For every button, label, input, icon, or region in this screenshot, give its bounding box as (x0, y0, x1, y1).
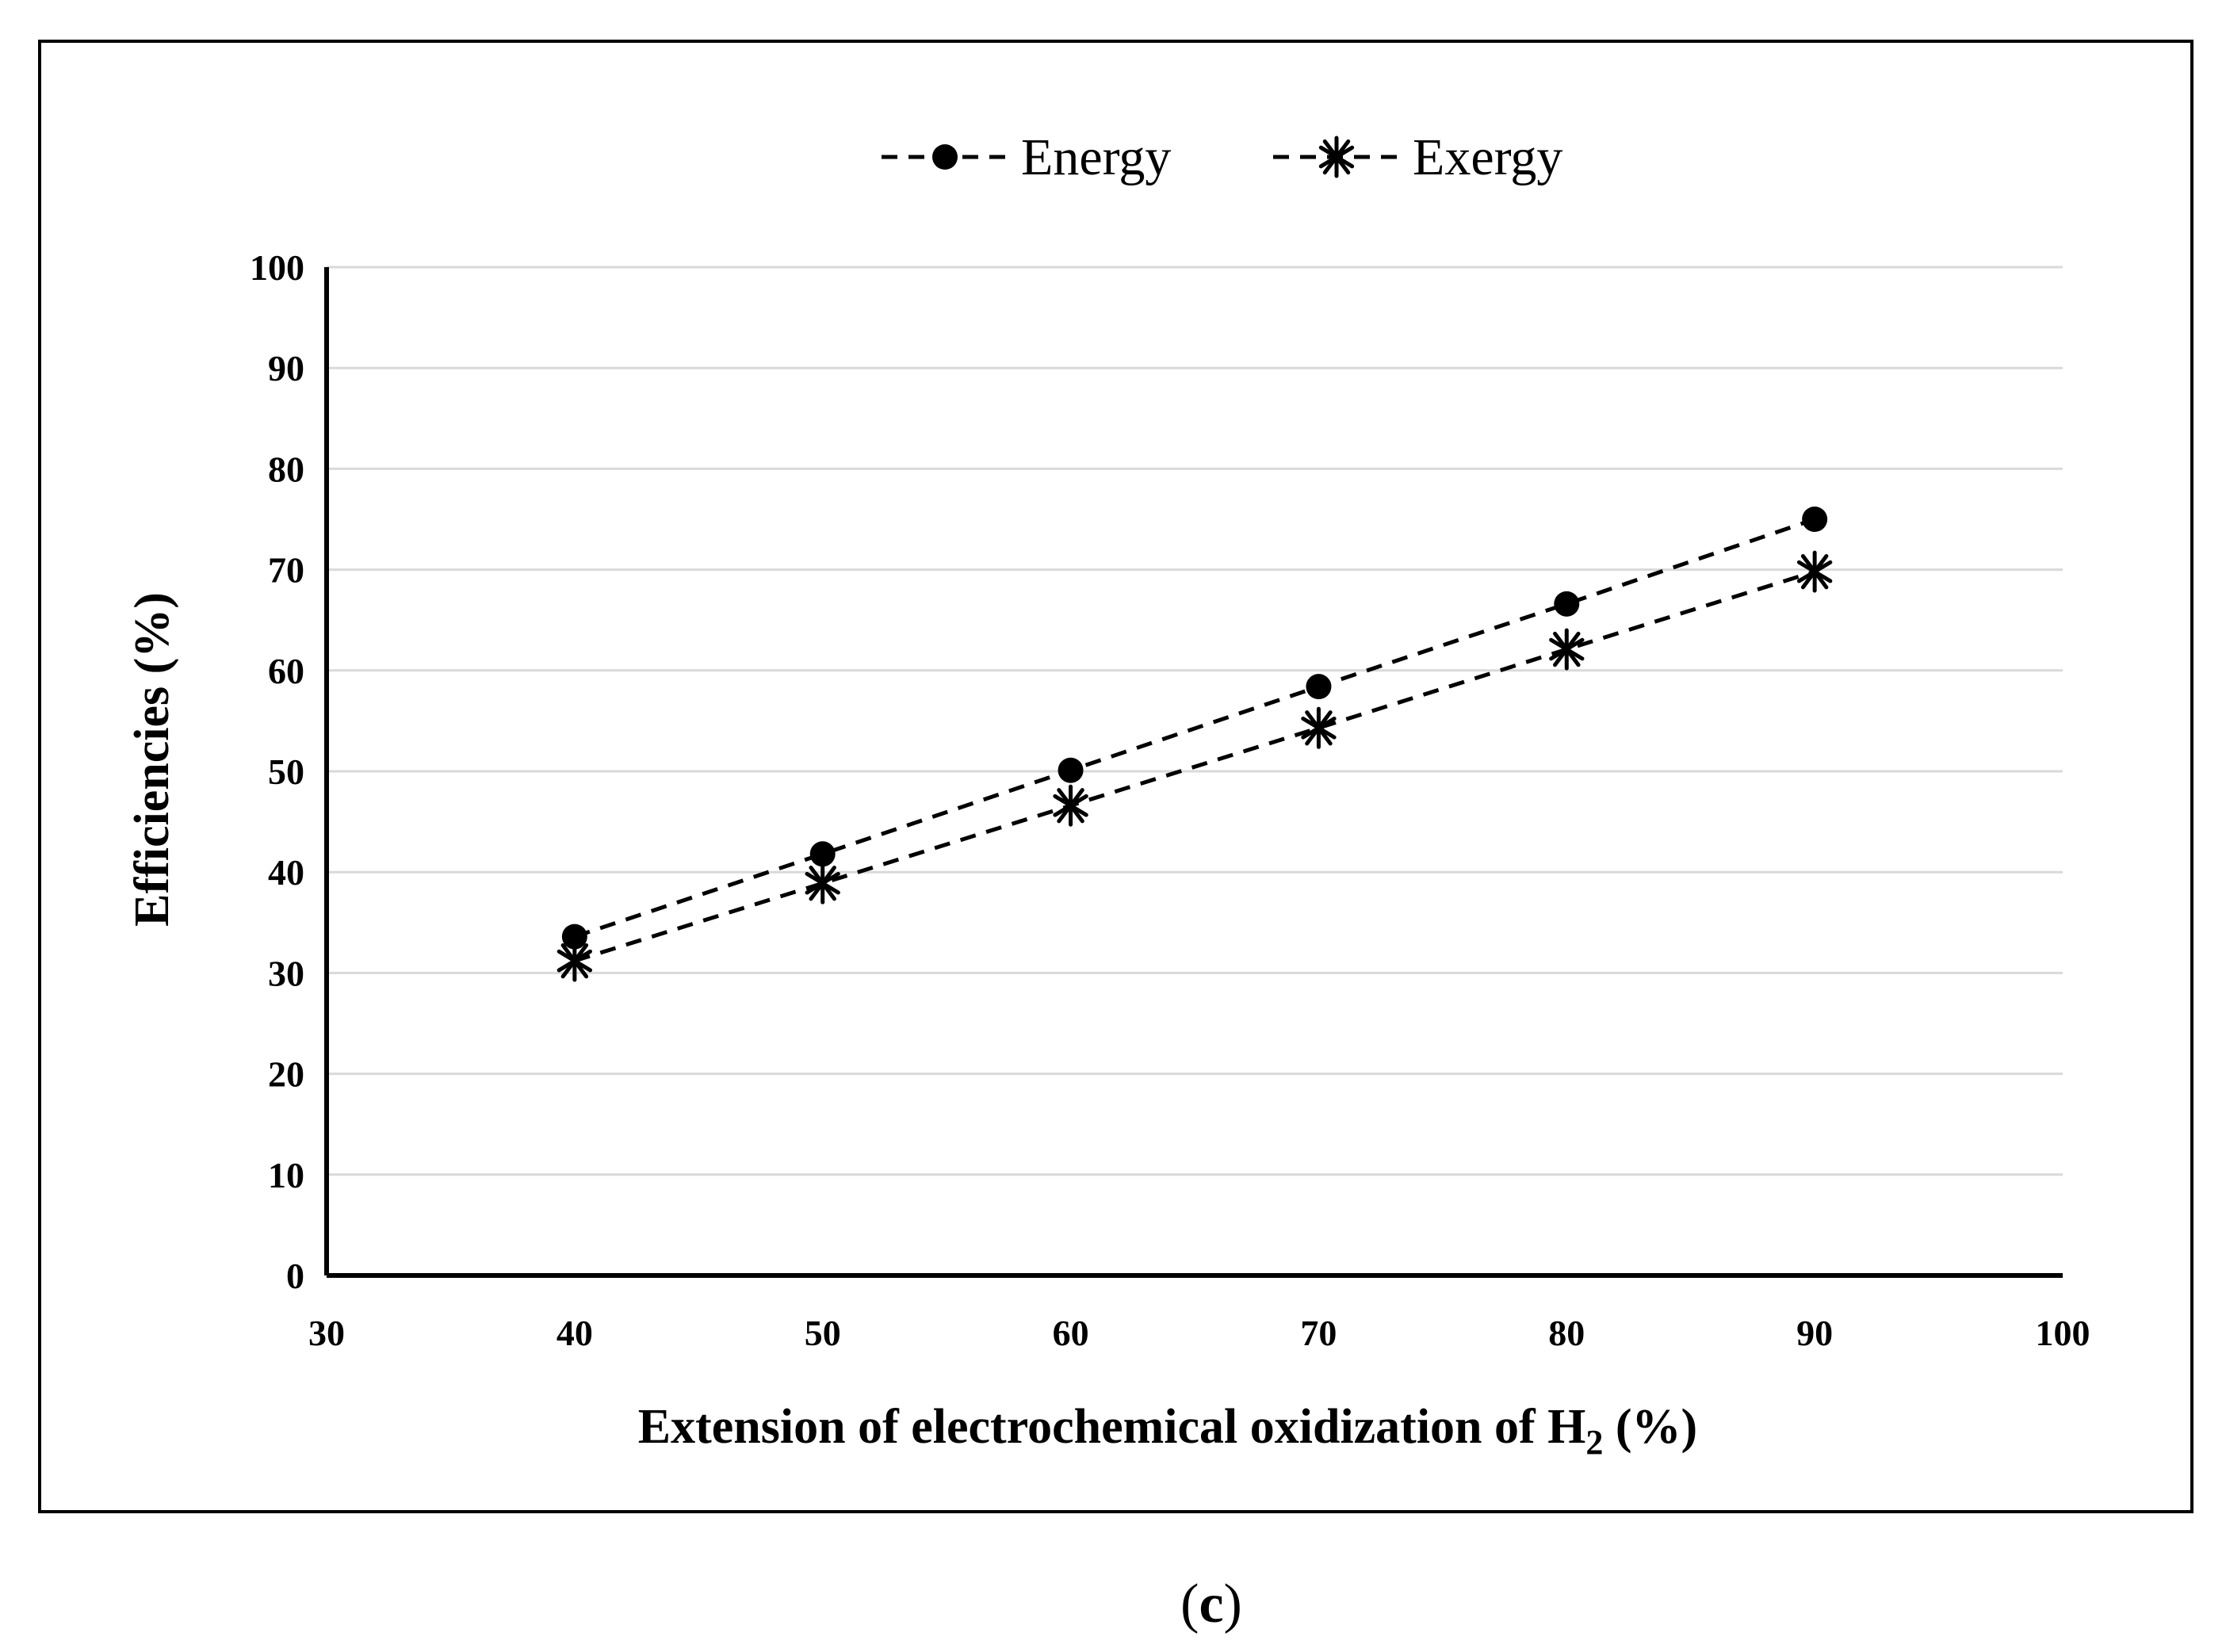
x-tick-label-50: 50 (805, 1313, 841, 1353)
point-exergy-50 (805, 862, 840, 904)
y-tick-label-50: 50 (268, 751, 304, 792)
y-tick-label-30: 30 (268, 953, 304, 993)
x-axis-title-subscript: 2 (1585, 1423, 1603, 1462)
y-tick-labels: 0 10 20 30 40 50 60 70 80 90 100 (250, 247, 304, 1296)
series-line-energy (574, 517, 1815, 939)
series-lines (574, 517, 1815, 963)
point-exergy-80 (1549, 628, 1585, 671)
grid-lines (327, 266, 2063, 1176)
y-tick-label-80: 80 (268, 449, 304, 489)
x-tick-label-80: 80 (1548, 1313, 1585, 1353)
legend-marker-energy (932, 144, 958, 170)
y-tick-label-20: 20 (268, 1054, 304, 1095)
x-tick-label-40: 40 (556, 1313, 593, 1353)
y-tick-label-60: 60 (268, 651, 304, 691)
point-energy-90 (1802, 507, 1828, 532)
point-exergy-70 (1301, 706, 1337, 749)
legend-item-energy: Energy (882, 128, 1171, 186)
point-exergy-60 (1053, 784, 1088, 827)
legend-label-exergy: Exergy (1413, 128, 1562, 186)
point-exergy-40 (556, 939, 593, 982)
figure-caption: (c) (1180, 1574, 1242, 1635)
point-energy-40 (561, 924, 587, 950)
legend-label-energy: Energy (1021, 128, 1171, 186)
caption-close: ) (1224, 1574, 1242, 1635)
axes (324, 267, 2063, 1278)
point-energy-80 (1554, 591, 1580, 617)
y-axis-title: Efficiencies (%) (125, 592, 179, 927)
x-tick-label-100: 100 (2036, 1313, 2090, 1353)
x-tick-label-90: 90 (1796, 1313, 1833, 1353)
point-energy-60 (1058, 757, 1084, 783)
y-tick-label-100: 100 (250, 247, 304, 288)
y-tick-label-70: 70 (268, 550, 304, 591)
y-tick-label-0: 0 (286, 1256, 304, 1296)
series-markers (556, 507, 1833, 982)
x-axis-title: Extension of electrochemical oxidization… (638, 1400, 1697, 1462)
series-line-exergy (574, 569, 1815, 963)
x-tick-label-70: 70 (1300, 1313, 1337, 1353)
legend-item-exergy: Exergy (1273, 128, 1562, 186)
y-tick-label-10: 10 (268, 1155, 304, 1195)
y-tick-label-40: 40 (268, 852, 304, 893)
x-axis-title-suffix: (%) (1603, 1400, 1697, 1454)
x-tick-labels: 30 40 50 60 70 80 90 100 (308, 1313, 2090, 1353)
chart-frame (38, 40, 2193, 1513)
point-energy-50 (809, 841, 836, 867)
caption-letter: c (1199, 1574, 1223, 1635)
caption-open: ( (1180, 1574, 1199, 1635)
y-tick-label-90: 90 (268, 348, 304, 388)
point-energy-70 (1306, 674, 1332, 700)
point-exergy-90 (1796, 550, 1833, 593)
legend: Energy Exergy (882, 128, 1562, 186)
x-tick-label-60: 60 (1053, 1313, 1089, 1353)
x-axis-title-main: Extension of electrochemical oxidization… (638, 1400, 1586, 1454)
legend-marker-exergy (1318, 136, 1355, 178)
x-tick-label-30: 30 (308, 1313, 345, 1353)
